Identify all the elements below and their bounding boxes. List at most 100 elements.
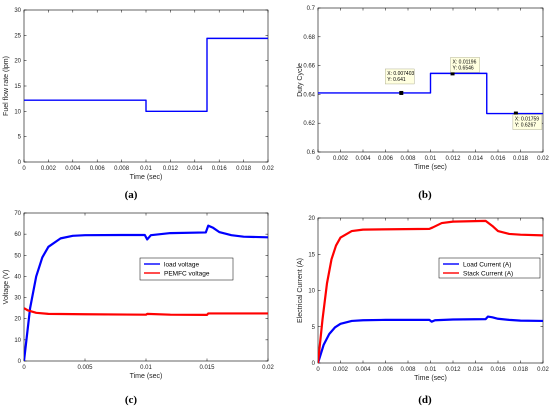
data-tip-y: Y: 0.6546 (453, 65, 474, 71)
series-line-load-voltage (24, 224, 268, 361)
x-tick-label: 0.02 (537, 367, 549, 373)
x-tick-label: 0.006 (378, 156, 394, 162)
x-axis-label: Time (sec) (414, 164, 447, 171)
x-tick-label: 0.002 (333, 367, 349, 373)
y-tick-label: 0 (312, 361, 316, 367)
data-tip-box (512, 114, 543, 130)
x-tick-label: 0.014 (468, 367, 484, 373)
y-tick-label: 70 (14, 211, 21, 217)
data-tip-x: X: 0.01759 (515, 117, 539, 123)
series-line-1 (318, 72, 543, 115)
x-tick-label: 0.004 (65, 166, 81, 172)
y-tick-label: 50 (14, 253, 21, 259)
y-tick-label: 0.66 (303, 64, 315, 70)
chart-panel-4: 0 0.002 0.004 0.006 0.008 0.01 0.012 0.014 0.016… (297, 216, 549, 406)
x-tick-label: 0.008 (400, 156, 416, 162)
y-tick-label: 10 (14, 109, 21, 115)
data-tip-marker (513, 111, 518, 116)
x-tick-label: 0.014 (468, 156, 484, 162)
series-line-stack-current-a (318, 219, 543, 363)
y-tick-label: 25 (14, 33, 21, 39)
y-tick-label: 0.6 (307, 150, 316, 156)
panel-label: (a) (125, 189, 138, 201)
legend-entry: Stack Current (A) (463, 270, 513, 277)
y-tick-label: 30 (14, 8, 21, 14)
chart-panel-2: 0 0.002 0.004 0.006 0.008 0.01 0.012 0.014 0.016… (297, 6, 549, 201)
x-tick-label: 0.016 (490, 367, 506, 373)
x-tick-label: 0.014 (187, 166, 203, 172)
x-tick-label: 0 (22, 166, 26, 172)
y-tick-label: 0.68 (303, 35, 315, 41)
y-tick-label: 30 (14, 296, 21, 302)
y-tick-label: 0 (18, 359, 22, 365)
x-tick-label: 0.02 (262, 365, 274, 371)
x-tick-label: 0.016 (212, 166, 228, 172)
x-axis-label: Time (sec) (414, 375, 447, 382)
y-tick-label: 20 (308, 216, 315, 222)
x-tick-label: 0 (22, 365, 26, 371)
x-tick-label: 0.008 (114, 166, 130, 172)
x-tick-label: 0.006 (90, 166, 106, 172)
data-tip-box (385, 68, 415, 85)
data-tip-marker (399, 90, 404, 95)
x-tick-label: 0 (316, 367, 320, 373)
x-tick-label: 0.008 (400, 367, 416, 373)
data-tip-box (450, 57, 480, 73)
data-tip-x: X: 0.007403 (387, 71, 414, 77)
x-tick-label: 0.002 (41, 166, 57, 172)
panel-label: (c) (125, 394, 138, 406)
legend-box (139, 257, 234, 281)
panel-label: (b) (418, 189, 432, 201)
x-tick-label: 0.012 (445, 156, 461, 162)
y-tick-label: 60 (14, 232, 21, 238)
series-line-pemfc-voltage (24, 307, 268, 317)
x-tick-label: 0.01 (140, 365, 152, 371)
y-tick-label: 10 (308, 289, 315, 295)
x-tick-label: 0.015 (199, 365, 215, 371)
chart-panel-1: 0 0.002 0.004 0.006 0.008 0.01 0.012 0.014 0.016… (3, 8, 274, 201)
y-tick-label: 15 (14, 84, 21, 90)
x-tick-label: 0.012 (163, 166, 179, 172)
legend-box (438, 257, 541, 279)
y-tick-label: 40 (14, 274, 21, 280)
x-tick-label: 0 (316, 156, 320, 162)
x-tick-label: 0.005 (77, 365, 93, 371)
y-axis-label: Voltage (V) (3, 270, 10, 305)
legend-entry: Load Current (A) (463, 261, 511, 268)
y-tick-label: 20 (14, 317, 21, 323)
x-axis-label: Time (sec) (130, 174, 163, 181)
x-tick-label: 0.002 (333, 156, 349, 162)
x-tick-label: 0.004 (355, 156, 371, 162)
x-tick-label: 0.01 (425, 367, 437, 373)
data-tip-x: X: 0.01196 (453, 59, 477, 65)
plot-area (23, 9, 269, 163)
x-tick-label: 0.01 (425, 156, 437, 162)
plot-area (317, 217, 544, 364)
y-tick-label: 0.64 (303, 92, 315, 98)
data-tip-y: Y: 0.641 (387, 77, 406, 83)
y-axis-label: Duty Cycle (297, 63, 304, 97)
x-tick-label: 0.02 (537, 156, 549, 162)
y-axis-label: Electrical Current (A) (297, 258, 304, 323)
series-line-1 (24, 37, 268, 113)
legend-entry: load voltage (164, 261, 199, 268)
x-tick-label: 0.018 (236, 166, 252, 172)
y-tick-label: 5 (312, 325, 316, 331)
x-tick-label: 0.006 (378, 367, 394, 373)
x-tick-label: 0.004 (355, 367, 371, 373)
y-axis-label: Fuel flow rate (lpm) (3, 56, 10, 116)
y-tick-label: 0.7 (307, 6, 316, 12)
y-tick-label: 0.62 (303, 121, 315, 127)
panel-label: (d) (418, 394, 432, 406)
chart-panel-3: 0 0.005 0.01 0.015 0.02 0 10 20 30 40 50 60 70 Time (… (3, 211, 274, 406)
y-tick-label: 20 (14, 59, 21, 65)
data-tip-marker (450, 71, 455, 76)
y-tick-label: 15 (308, 252, 315, 258)
x-tick-label: 0.016 (490, 156, 506, 162)
legend-entry: PEMFC voltage (164, 270, 210, 277)
x-tick-label: 0.012 (445, 367, 461, 373)
data-tip-y: Y: 0.6267 (515, 123, 536, 129)
y-tick-label: 0 (18, 160, 22, 166)
x-tick-label: 0.018 (513, 367, 529, 373)
